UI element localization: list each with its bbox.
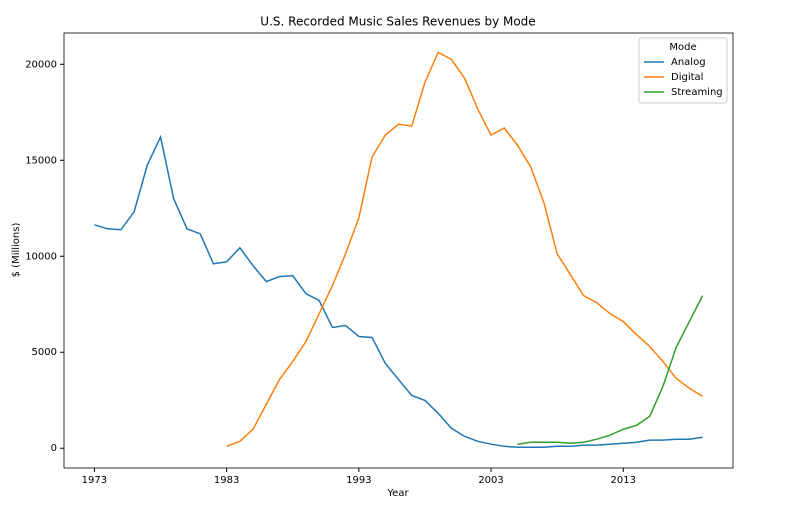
y-tick-label: 5000: [32, 347, 57, 358]
chart-title: U.S. Recorded Music Sales Revenues by Mo…: [260, 15, 535, 29]
legend-label: Digital: [671, 72, 703, 83]
legend-label: Streaming: [671, 87, 723, 98]
x-tick-label: 2003: [478, 475, 503, 486]
series-line: [94, 134, 703, 449]
series-line: [517, 295, 704, 445]
x-tick-label: 1993: [346, 475, 371, 486]
x-axis-label: Year: [386, 488, 409, 499]
y-tick-label: 20000: [25, 59, 57, 70]
y-tick-label: 15000: [25, 155, 57, 166]
series-line: [226, 51, 703, 448]
legend-label: Analog: [671, 57, 706, 68]
x-tick-label: 1973: [82, 475, 107, 486]
y-axis-label: $ (Millions): [11, 223, 22, 278]
y-tick-label: 10000: [25, 251, 57, 262]
legend-title: Mode: [669, 42, 696, 53]
plot-frame: [63, 32, 734, 469]
x-tick-label: 1983: [214, 475, 239, 486]
x-tick-label: 2013: [611, 475, 636, 486]
y-tick-label: 0: [51, 443, 57, 454]
legend-box: [638, 37, 728, 104]
